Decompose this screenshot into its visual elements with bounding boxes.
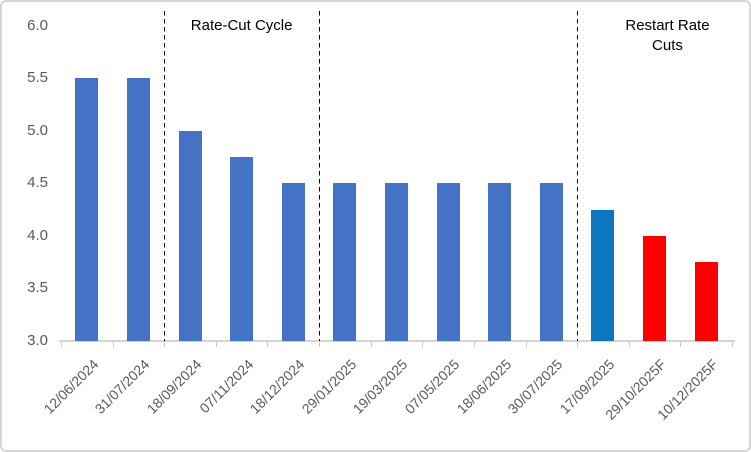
bar xyxy=(178,130,202,341)
x-axis-tick xyxy=(577,342,579,347)
x-axis-tick xyxy=(732,342,733,347)
bar xyxy=(333,183,357,341)
dashed-divider-line xyxy=(163,11,166,341)
x-axis-tick xyxy=(525,342,527,347)
x-axis-label: 18/12/2024 xyxy=(246,356,308,417)
x-axis-tick xyxy=(267,342,269,347)
annotation-line: Restart Rate xyxy=(625,17,710,34)
bar xyxy=(281,183,305,341)
bar xyxy=(126,78,150,341)
x-axis-tick xyxy=(473,342,475,347)
x-axis-tick xyxy=(164,342,166,347)
bar xyxy=(643,235,667,341)
x-axis-tick xyxy=(680,342,682,347)
x-axis-label: 18/06/2025 xyxy=(453,356,515,417)
x-axis-tick xyxy=(628,342,630,347)
y-axis-tick-label: 3.5 xyxy=(27,279,48,297)
y-axis-tick-label: 6.0 xyxy=(27,16,48,34)
x-axis-label: 29/01/2025 xyxy=(298,356,360,417)
x-axis-tick xyxy=(422,342,424,347)
y-axis-tick-label: 4.0 xyxy=(27,226,48,244)
y-axis-tick-label: 5.5 xyxy=(27,69,48,87)
bar xyxy=(385,183,408,341)
bar xyxy=(436,183,460,341)
bar xyxy=(230,156,254,341)
bar xyxy=(539,183,563,341)
bar xyxy=(694,262,718,341)
annotation-line: Rate-Cut Cycle xyxy=(190,17,293,34)
x-axis-tick xyxy=(319,342,321,347)
x-axis-label: 31/07/2024 xyxy=(91,356,153,417)
x-axis-tick xyxy=(61,342,62,347)
restart-rate-cuts-label: Restart Rate Cuts xyxy=(625,16,709,56)
x-axis-label: 30/07/2025 xyxy=(504,356,566,417)
x-axis-tick xyxy=(112,342,114,347)
x-axis-label: 19/03/2025 xyxy=(349,356,411,417)
y-axis-tick-label: 5.0 xyxy=(27,121,48,139)
x-axis-label: 07/05/2025 xyxy=(401,356,463,417)
rate-cut-cycle-label: Rate-Cut Cycle xyxy=(191,16,293,36)
bar xyxy=(488,183,512,341)
x-axis-label: 07/11/2024 xyxy=(195,356,256,417)
x-axis-line xyxy=(59,340,735,342)
bar xyxy=(591,209,615,341)
bar xyxy=(75,78,99,341)
x-axis-tick xyxy=(215,342,217,347)
x-axis-label: 12/06/2024 xyxy=(40,356,102,417)
x-axis-label: 18/09/2024 xyxy=(143,356,205,417)
y-axis-tick-label: 3.0 xyxy=(27,332,48,349)
y-axis-tick-label: 4.5 xyxy=(27,174,48,192)
dashed-divider-line xyxy=(318,11,320,341)
x-axis-tick xyxy=(370,342,372,347)
dashed-divider-line xyxy=(576,11,579,341)
annotation-line: Cuts xyxy=(652,37,683,54)
